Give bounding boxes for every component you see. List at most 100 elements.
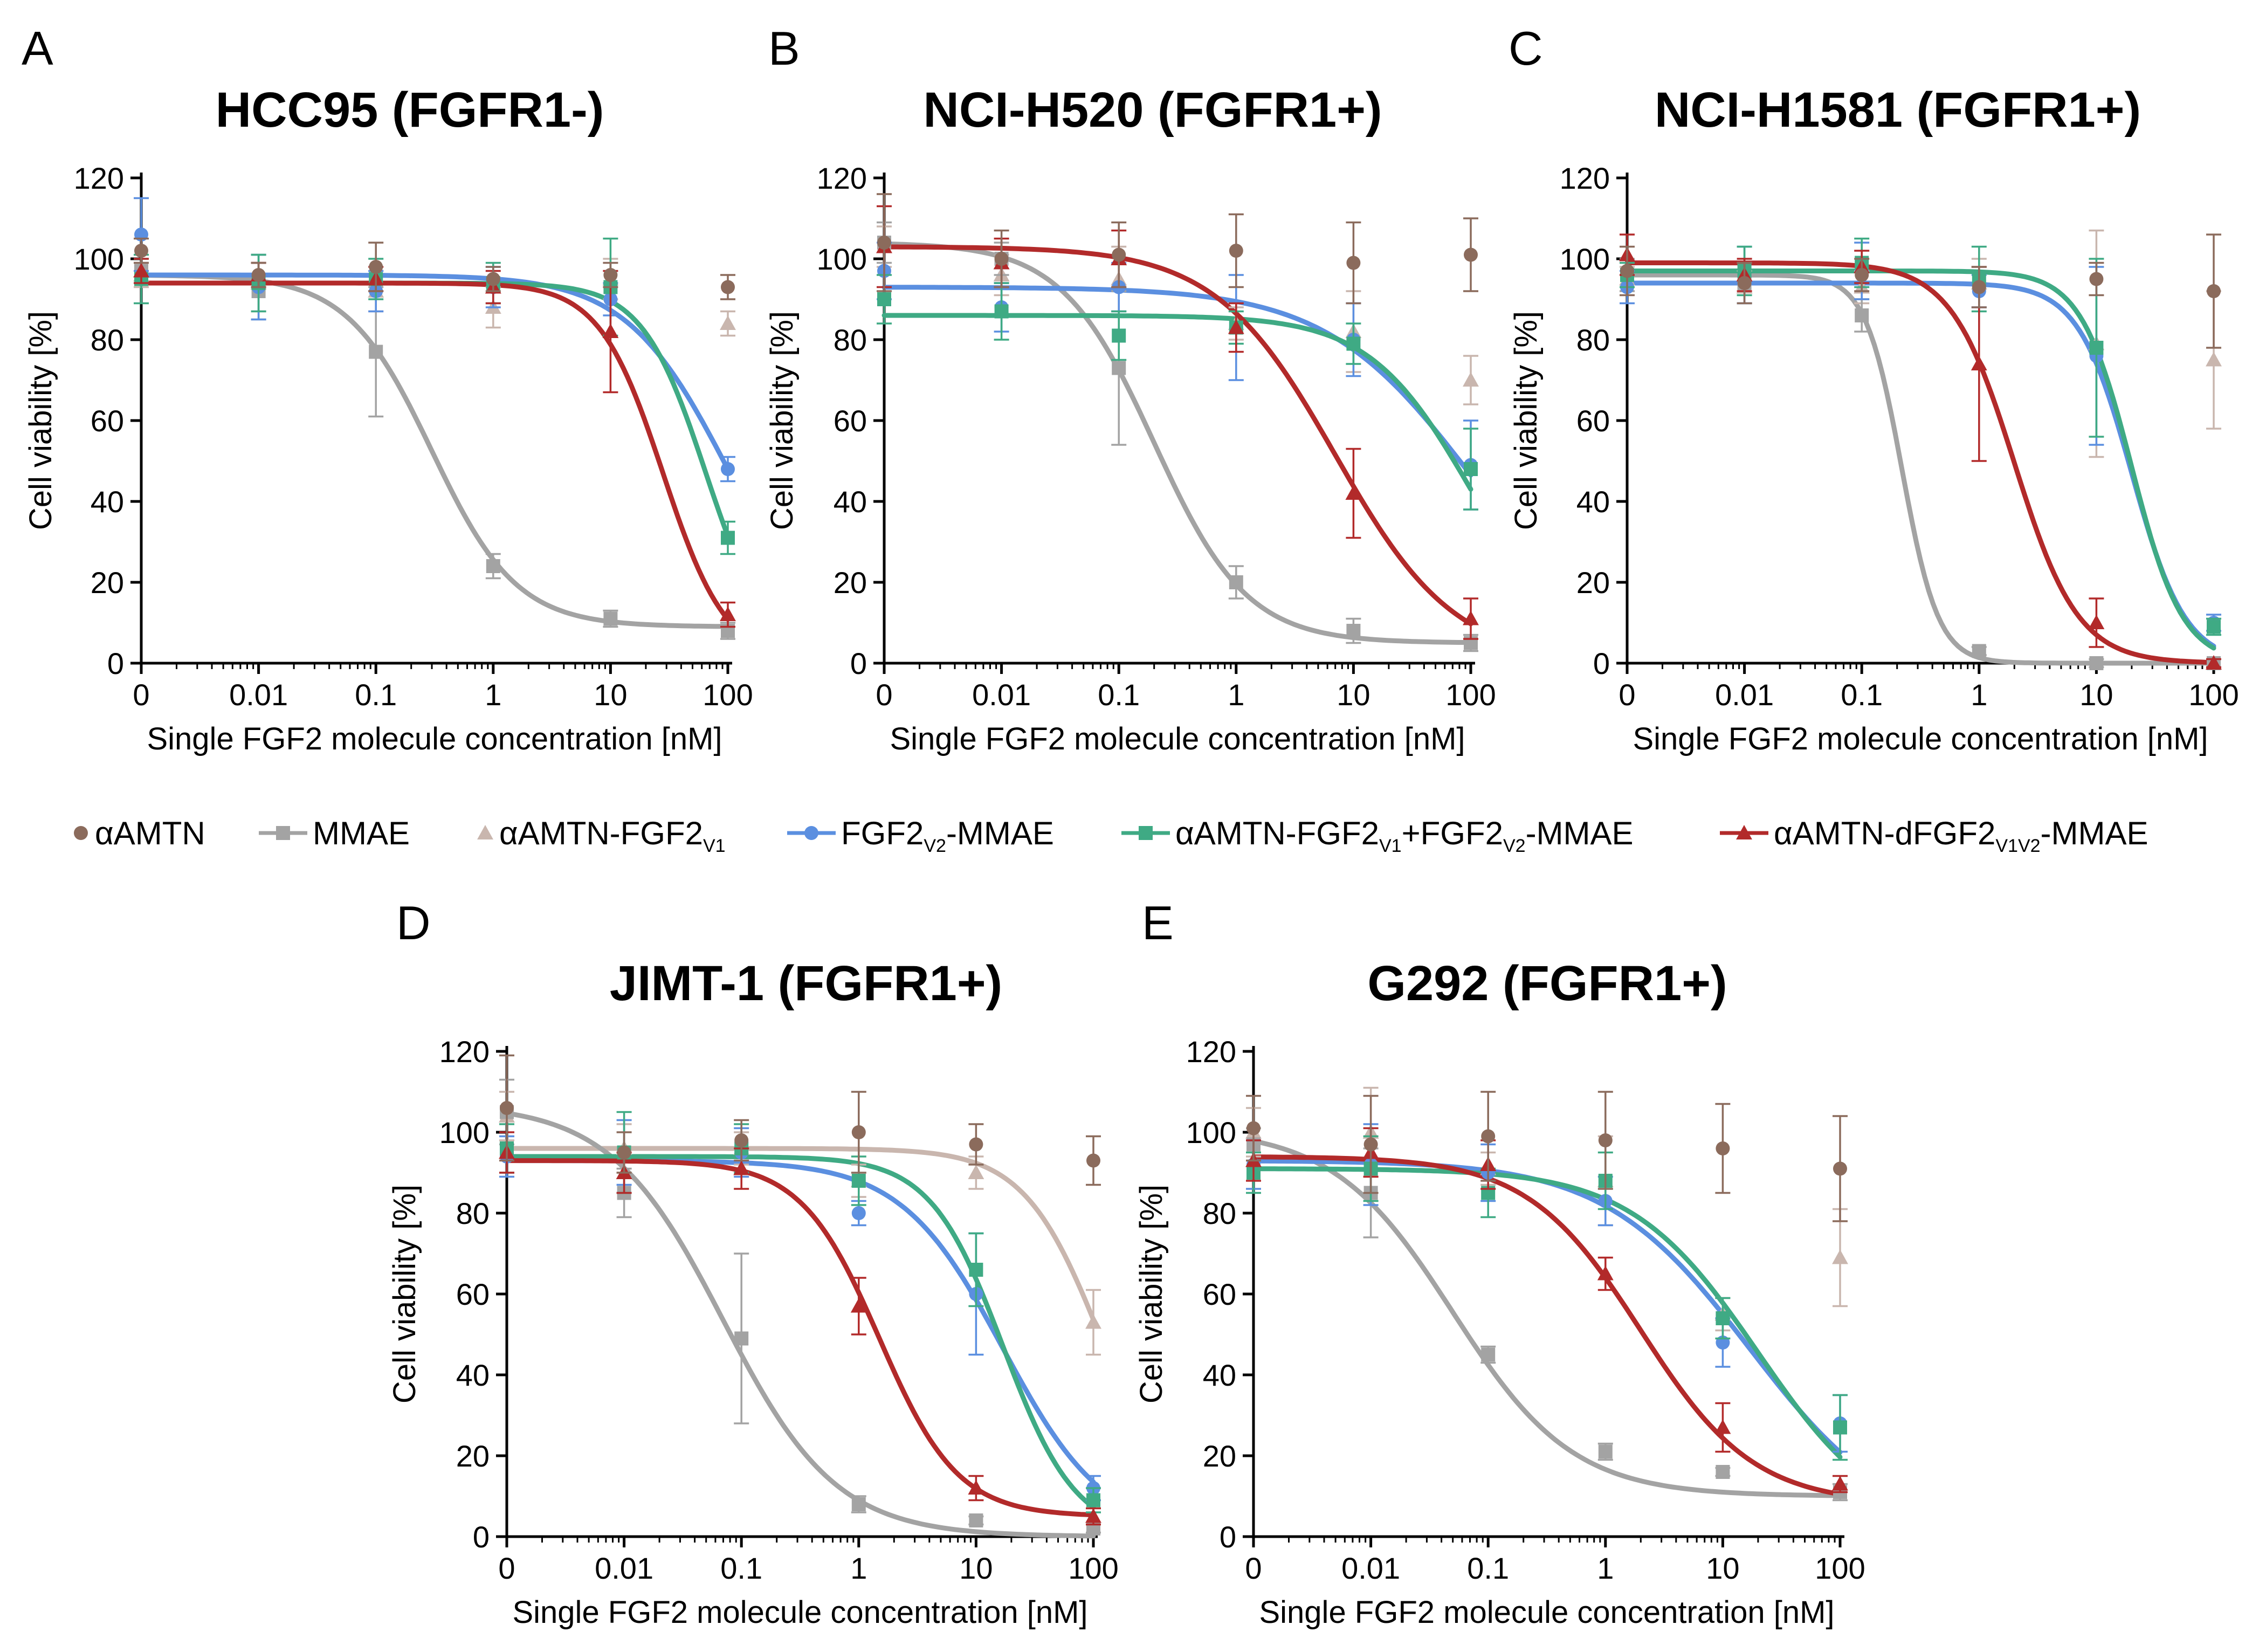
x-tick-label: 100 — [1445, 678, 1496, 712]
point-aAMTN — [877, 236, 891, 250]
legend-label: αAMTN-FGF2V1+FGF2V2-MMAE — [1175, 815, 1634, 856]
x-tick-label: 0.01 — [1341, 1551, 1400, 1585]
point-aAMTN — [1620, 264, 1634, 278]
point-aAMTN — [603, 268, 618, 282]
point-aAMTN — [734, 1133, 749, 1147]
chart-panel-e: E G292 (FGFR1+) 0 20 40 60 80 100 120 0 0.01 0.1 1 10… — [1134, 896, 1865, 1630]
point-combo — [2089, 341, 2104, 355]
chart-panel-c: C NCI-H1581 (FGFR1+) 0 20 40 60 80 100 120 0 0.01 0… — [1509, 22, 2239, 756]
point-dFGF2 — [1345, 485, 1362, 500]
point-aAMTN — [2089, 272, 2104, 286]
point-dFGF2 — [602, 323, 619, 338]
x-axis-title: Single FGF2 molecule concentration [nM] — [890, 721, 1465, 756]
point-aAMTN — [994, 252, 1009, 266]
curve-dFGF2 — [1624, 260, 2216, 665]
y-tick-label: 120 — [74, 161, 124, 195]
x-tick-label: 0.1 — [1467, 1551, 1509, 1585]
y-tick-label: 100 — [439, 1116, 490, 1149]
point-MMAE — [1972, 644, 1986, 658]
point-dFGF2 — [1971, 356, 1987, 370]
point-combo — [969, 1263, 983, 1277]
y-tick-label: 80 — [1576, 323, 1610, 357]
x-tick-label: 0.01 — [229, 678, 288, 712]
curve-dFGF2 — [504, 1158, 1096, 1518]
point-aAMTN — [2207, 284, 2221, 298]
point-dFGF2 — [1228, 319, 1244, 334]
y-tick-label: 100 — [1186, 1116, 1236, 1149]
legend-item-FGF2V2_MMAE: FGF2V2-MMAE — [787, 815, 1054, 856]
point-FGF2V2_MMAE — [851, 1206, 866, 1220]
y-tick-label: 20 — [834, 566, 867, 600]
legend-marker — [804, 826, 818, 840]
curve-FGF2V2_MMAE — [1624, 280, 2216, 649]
point-MMAE — [1716, 1465, 1730, 1479]
x-tick-label: 100 — [2188, 678, 2239, 712]
y-tick-label: 120 — [817, 161, 867, 195]
point-dFGF2 — [733, 1160, 750, 1175]
x-tick-label: 10 — [1337, 678, 1370, 712]
y-tick-label: 20 — [456, 1439, 490, 1473]
legend-label: MMAE — [313, 815, 410, 851]
curve-combo — [504, 1154, 1096, 1510]
panel-title: NCI-H520 (FGFR1+) — [923, 82, 1382, 137]
panel-letter: D — [396, 896, 431, 949]
point-aAMTN — [1086, 1153, 1100, 1168]
curves — [1624, 260, 2216, 666]
y-tick-label: 60 — [91, 404, 124, 438]
y-tick-label: 0 — [473, 1520, 490, 1554]
point-aAMTN_FGF2V1 — [1085, 1314, 1101, 1329]
curves — [139, 272, 731, 629]
y-tick-label: 60 — [834, 404, 867, 438]
legend-item-MMAE: MMAE — [259, 815, 410, 851]
panel-letter: A — [22, 22, 53, 75]
y-tick-label: 120 — [1186, 1035, 1236, 1069]
x-axis-title: Single FGF2 molecule concentration [nM] — [1259, 1595, 1834, 1630]
data-points — [1245, 1086, 1848, 1502]
point-aAMTN — [1833, 1161, 1847, 1176]
y-tick-label: 0 — [850, 646, 867, 680]
panel-title: JIMT-1 (FGFR1+) — [610, 956, 1002, 1011]
data-points — [1619, 229, 2222, 670]
x-axis-title: Single FGF2 molecule concentration [nM] — [512, 1595, 1087, 1630]
data-points — [876, 193, 1479, 652]
y-tick-label: 60 — [1203, 1277, 1236, 1311]
point-MMAE — [486, 559, 500, 573]
curve-FGF2V2_MMAE — [139, 272, 731, 472]
point-aAMTN — [1716, 1141, 1730, 1155]
x-tick-label: 0 — [133, 678, 149, 712]
y-tick-label: 40 — [1576, 485, 1610, 519]
y-tick-label: 40 — [1203, 1358, 1236, 1392]
point-dFGF2 — [2206, 655, 2222, 670]
point-aAMTN — [500, 1101, 514, 1115]
y-tick-label: 60 — [456, 1277, 490, 1311]
legend: αAMTN MMAE αAMTN-FGF2V1 FGF2V2-MMAE αAMTN-FG… — [74, 815, 2148, 856]
curve-MMAE — [881, 241, 1473, 645]
point-combo — [721, 531, 735, 545]
point-combo — [2207, 620, 2221, 634]
point-aAMTN — [1464, 247, 1478, 262]
point-aAMTN — [1598, 1133, 1613, 1147]
point-aAMTN — [1346, 256, 1361, 270]
point-aAMTN — [134, 244, 148, 258]
y-tick-label: 100 — [817, 242, 867, 276]
point-combo — [877, 292, 891, 306]
y-axis-title: Cell viability [%] — [387, 1185, 422, 1403]
y-tick-label: 0 — [1220, 1520, 1236, 1554]
legend-marker — [477, 825, 493, 839]
x-tick-label: 0.1 — [720, 1551, 762, 1585]
legend-label: αAMTN-dFGF2V1V2-MMAE — [1774, 815, 2148, 856]
x-tick-label: 1 — [485, 678, 501, 712]
point-aAMTN — [851, 1125, 866, 1139]
curve-dFGF2 — [139, 280, 731, 622]
point-MMAE — [1481, 1347, 1496, 1362]
curve-FGF2V2_MMAE — [1251, 1158, 1843, 1455]
point-aAMTN — [369, 260, 383, 274]
point-aAMTN — [1229, 244, 1243, 258]
legend-label: FGF2V2-MMAE — [841, 815, 1054, 856]
point-dFGF2 — [1832, 1476, 1848, 1491]
y-axis-title: Cell viability [%] — [23, 311, 58, 530]
x-tick-label: 0.01 — [972, 678, 1031, 712]
point-MMAE — [1855, 308, 1869, 322]
point-aAMTN — [1481, 1129, 1496, 1144]
